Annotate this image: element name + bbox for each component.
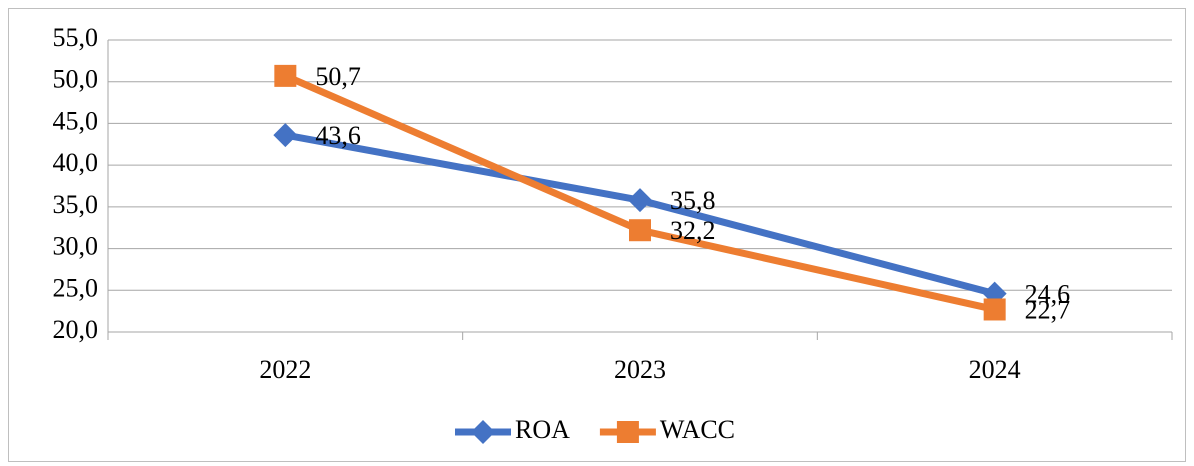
y-tick-label: 55,0 [53, 23, 99, 52]
marker [274, 64, 297, 87]
legend-marker [471, 420, 495, 444]
marker [273, 123, 298, 148]
data-label: 50,7 [315, 62, 361, 91]
marker [628, 188, 652, 213]
legend-marker [616, 421, 639, 443]
y-tick-label: 25,0 [53, 273, 99, 302]
x-tick-label: 2023 [614, 355, 666, 384]
x-tick-label: 2022 [259, 355, 311, 384]
y-tick-label: 35,0 [53, 190, 99, 219]
legend-label: WACC [660, 415, 735, 444]
data-label: 43,6 [315, 121, 361, 150]
marker [983, 298, 1006, 321]
y-tick-label: 45,0 [53, 106, 99, 135]
marker [629, 219, 651, 242]
data-label: 22,7 [1025, 295, 1071, 324]
y-tick-label: 20,0 [53, 315, 99, 344]
data-label: 24,6 [1025, 280, 1071, 309]
data-label: 35,8 [670, 186, 716, 215]
x-tick-label: 2024 [969, 355, 1021, 384]
y-tick-label: 30,0 [53, 232, 99, 261]
chart-border [8, 8, 1186, 462]
data-label: 32,2 [670, 216, 716, 245]
y-tick-label: 40,0 [53, 148, 99, 177]
y-tick-label: 50,0 [53, 65, 99, 94]
legend-label: ROA [515, 415, 570, 444]
